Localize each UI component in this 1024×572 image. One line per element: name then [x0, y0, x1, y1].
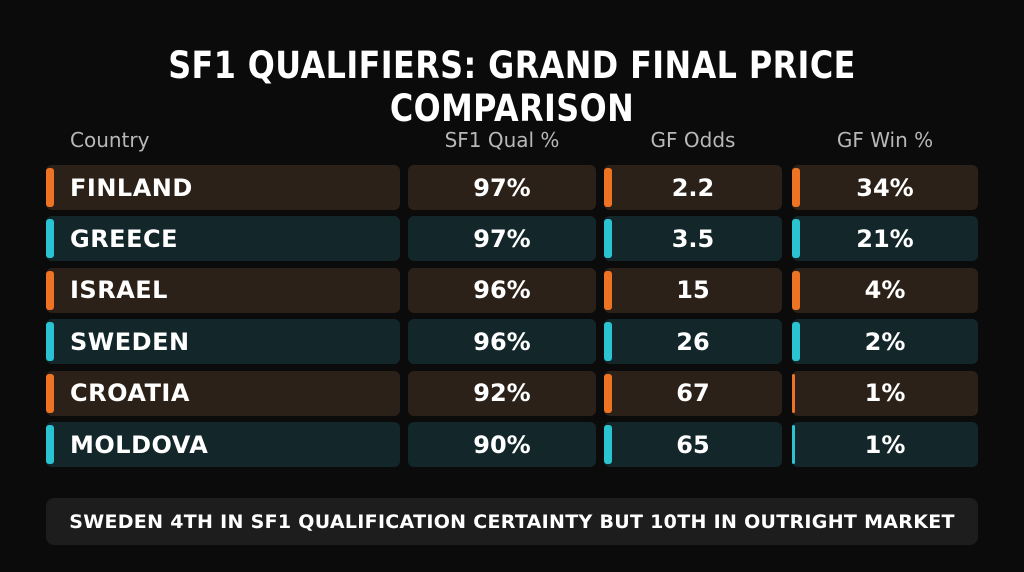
win-cell: 1%	[792, 370, 978, 416]
row-accent-bar	[46, 373, 54, 413]
table-row: FINLAND 97% 2.2 34%	[46, 165, 978, 210]
row-accent-bar	[46, 322, 54, 362]
country-cell-text: SWEDEN	[70, 327, 190, 356]
column-header-qual: SF1 Qual %	[444, 128, 560, 152]
row-accent-bar	[46, 425, 54, 464]
win-cell: 21%	[792, 216, 978, 262]
qual-cell: 97%	[408, 216, 596, 262]
table-row: ISRAEL 96% 15 4%	[46, 267, 978, 313]
row-accent-bar	[792, 322, 800, 362]
country-cell-text: FINLAND	[70, 173, 193, 202]
win-cell-text: 34%	[856, 173, 914, 202]
row-accent-bar	[792, 270, 800, 310]
row-accent-bar	[46, 168, 54, 207]
table-row: MOLDOVA 90% 65 1%	[46, 422, 978, 467]
country-cell: ISRAEL	[46, 267, 400, 313]
odds-cell-text: 67	[676, 379, 710, 408]
table-row: CROATIA 92% 67 1%	[46, 370, 978, 416]
odds-cell: 26	[604, 319, 782, 365]
win-cell-text: 1%	[864, 430, 906, 459]
odds-cell-text: 3.5	[671, 224, 715, 253]
country-cell: CROATIA	[46, 370, 400, 416]
row-accent-bar	[46, 270, 54, 310]
column-header-country: Country	[70, 128, 150, 152]
odds-cell-text: 26	[676, 327, 710, 356]
row-accent-bar	[792, 219, 800, 259]
table-row: SWEDEN 96% 26 2%	[46, 319, 978, 365]
qual-cell: 97%	[408, 165, 596, 210]
country-cell: MOLDOVA	[46, 422, 400, 467]
qual-cell: 90%	[408, 422, 596, 467]
row-accent-bar	[604, 270, 612, 310]
country-cell-text: GREECE	[70, 224, 178, 253]
row-accent-bar	[46, 219, 54, 259]
row-accent-bar	[604, 219, 612, 259]
column-header-win: GF Win %	[836, 128, 934, 152]
row-accent-bar	[792, 425, 795, 464]
odds-cell: 15	[604, 267, 782, 313]
qual-cell-text: 92%	[473, 379, 531, 408]
column-header-odds: GF Odds	[650, 128, 736, 152]
row-accent-bar	[604, 425, 612, 464]
footer-note: SWEDEN 4TH IN SF1 QUALIFICATION CERTAINT…	[46, 498, 978, 545]
country-cell: GREECE	[46, 216, 400, 262]
country-cell-text: MOLDOVA	[70, 430, 209, 459]
odds-cell-text: 2.2	[671, 173, 715, 202]
win-cell-text: 4%	[864, 276, 906, 305]
odds-cell-text: 15	[676, 276, 710, 305]
win-cell: 2%	[792, 319, 978, 365]
odds-cell: 3.5	[604, 216, 782, 262]
odds-cell-text: 65	[676, 430, 710, 459]
win-cell: 4%	[792, 267, 978, 313]
country-cell-text: ISRAEL	[70, 276, 168, 305]
row-accent-bar	[604, 322, 612, 362]
odds-cell: 67	[604, 370, 782, 416]
table-row: GREECE 97% 3.5 21%	[46, 216, 978, 262]
win-cell: 34%	[792, 165, 978, 210]
country-cell-text: CROATIA	[70, 379, 190, 408]
win-cell-text: 2%	[864, 327, 906, 356]
qual-cell: 96%	[408, 267, 596, 313]
qual-cell-text: 97%	[473, 173, 531, 202]
odds-cell: 2.2	[604, 165, 782, 210]
row-accent-bar	[792, 168, 800, 207]
country-cell: FINLAND	[46, 165, 400, 210]
win-cell: 1%	[792, 422, 978, 467]
win-cell-text: 21%	[856, 224, 914, 253]
row-accent-bar	[604, 373, 612, 413]
chart-title: SF1 QUALIFIERS: GRAND FINAL PRICE COMPAR…	[168, 44, 856, 130]
qual-cell-text: 90%	[473, 430, 531, 459]
country-cell: SWEDEN	[46, 319, 400, 365]
qual-cell-text: 96%	[473, 327, 531, 356]
win-cell-text: 1%	[864, 379, 906, 408]
qual-cell: 96%	[408, 319, 596, 365]
qual-cell-text: 97%	[473, 224, 531, 253]
odds-cell: 65	[604, 422, 782, 467]
qual-cell: 92%	[408, 370, 596, 416]
row-accent-bar	[604, 168, 612, 207]
row-accent-bar	[792, 373, 795, 413]
qual-cell-text: 96%	[473, 276, 531, 305]
